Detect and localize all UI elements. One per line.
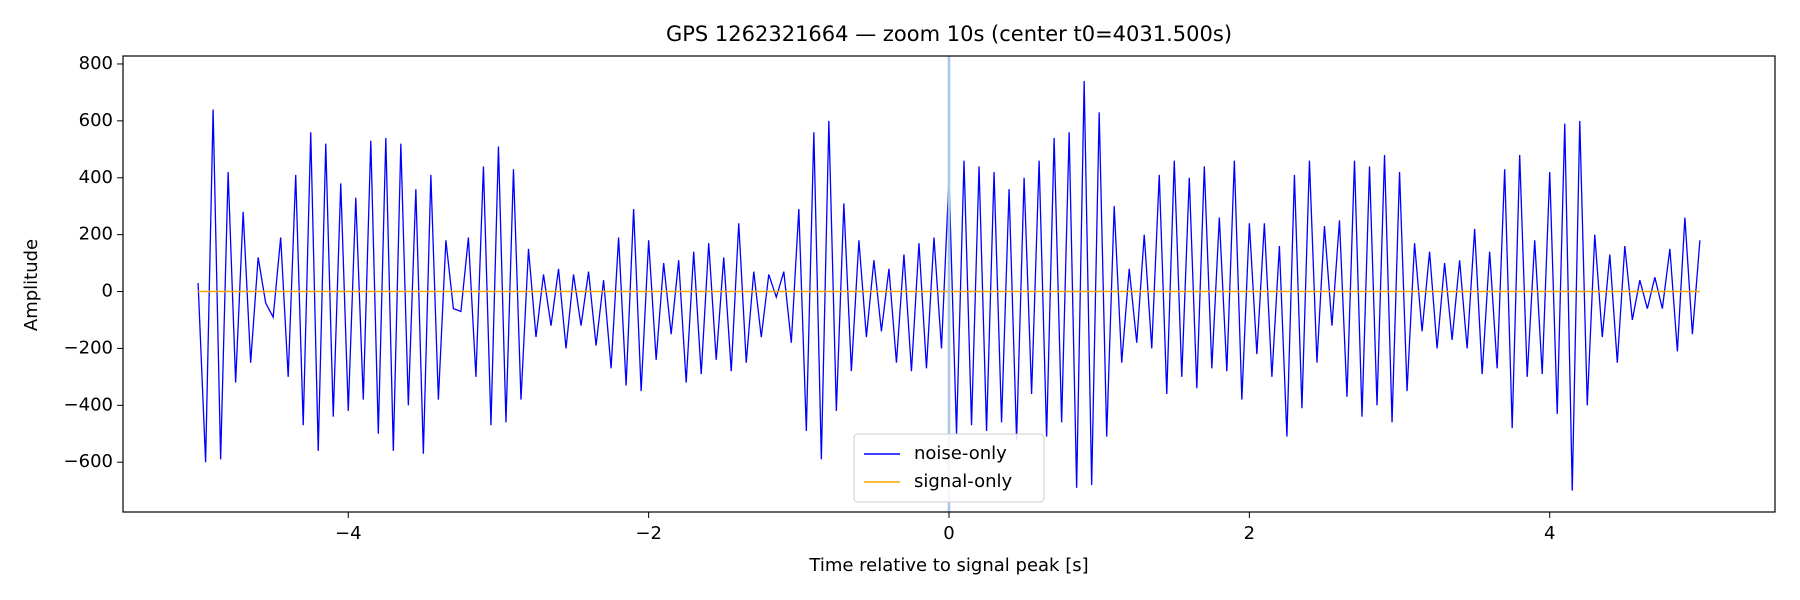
- x-tick-label: −4: [335, 523, 362, 544]
- y-tick-label: 200: [79, 224, 113, 245]
- y-tick-label: −600: [64, 451, 113, 472]
- legend: noise-only signal-only: [853, 433, 1045, 503]
- y-tick-label: −400: [64, 394, 113, 415]
- x-tick-label: −2: [635, 523, 662, 544]
- y-tick-label: 400: [79, 167, 113, 188]
- legend-label: noise-only: [914, 443, 1007, 464]
- y-axis-label: Amplitude: [21, 239, 42, 331]
- plot-frame: [122, 55, 1776, 513]
- y-tick-label: 600: [79, 110, 113, 131]
- chart-title: GPS 1262321664 — zoom 10s (center t0=403…: [666, 22, 1232, 46]
- y-tick-label: 0: [102, 281, 113, 302]
- legend-box: [853, 433, 1045, 503]
- x-axis-label: Time relative to signal peak [s]: [808, 555, 1088, 576]
- x-tick-label: 0: [943, 523, 954, 544]
- x-tick-label: 4: [1544, 523, 1555, 544]
- legend-label: signal-only: [914, 471, 1012, 492]
- x-tick-label: 2: [1244, 523, 1255, 544]
- y-tick-label: 800: [79, 53, 113, 74]
- y-tick-label: −200: [64, 337, 113, 358]
